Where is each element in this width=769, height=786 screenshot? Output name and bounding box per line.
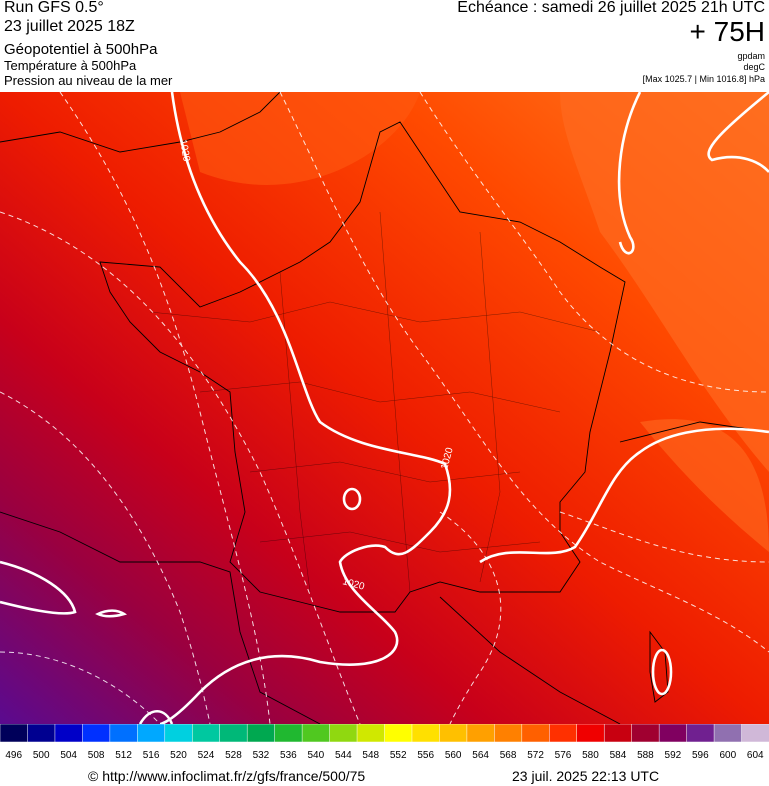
colorbar-label: 560	[445, 750, 462, 761]
warm-region	[560, 92, 769, 472]
unit-2: degC	[743, 62, 765, 72]
colorbar-label: 500	[33, 750, 50, 761]
colorbar-swatch	[631, 724, 660, 743]
colorbar-label: 552	[390, 750, 407, 761]
warm-region	[640, 419, 769, 552]
field-2: Température à 500hPa	[4, 58, 137, 73]
colorbar-swatch	[686, 724, 715, 743]
colorbar-swatch	[301, 724, 331, 743]
colorbar-swatch	[741, 724, 769, 743]
warm-region	[180, 92, 420, 185]
colorbar-label: 532	[253, 750, 270, 761]
echeance: Echéance : samedi 26 juillet 2025 21h UT…	[457, 0, 765, 16]
colorbar-label: 520	[170, 750, 187, 761]
colorbar-label: 572	[527, 750, 544, 761]
colorbar-label: 548	[362, 750, 379, 761]
run-title: Run GFS 0.5°	[4, 0, 104, 16]
colorbar-swatch	[603, 724, 633, 743]
colorbar-swatch	[411, 724, 441, 743]
colorbar-swatch	[576, 724, 605, 743]
colorbar-swatch	[137, 724, 166, 743]
unit-3: [Max 1025.7 | Min 1016.8] hPa	[642, 74, 765, 84]
lead-time: + 75H	[689, 16, 766, 47]
isotherms	[0, 92, 769, 724]
field-1: Géopotentiel à 500hPa	[4, 41, 158, 58]
colorbar-label: 568	[500, 750, 517, 761]
colorbar-swatch	[246, 724, 276, 743]
colorbar-swatch	[439, 724, 468, 743]
colorbar-swatch	[466, 724, 496, 743]
colorbar-label: 576	[555, 750, 572, 761]
colorbar-label: 584	[610, 750, 627, 761]
colorbar-swatch	[82, 724, 111, 743]
unit-1: gpdam	[737, 51, 765, 61]
colorbar-label: 580	[582, 750, 599, 761]
colorbar-swatch	[27, 724, 56, 743]
colorbar-swatch	[329, 724, 358, 743]
field-3: Pression au niveau de la mer	[4, 73, 173, 88]
colorbar-label: 544	[335, 750, 352, 761]
generated-date: 23 juil. 2025 22:13 UTC	[512, 768, 660, 784]
colorbar-swatch	[0, 724, 29, 743]
colorbar-swatch	[219, 724, 248, 743]
colorbar-swatch	[494, 724, 523, 743]
colorbar-swatch	[109, 724, 139, 743]
colorbar-label: 588	[637, 750, 654, 761]
isobars	[0, 92, 769, 724]
colorbar-label: 556	[417, 750, 434, 761]
colorbar-swatch	[54, 724, 84, 743]
colorbar-swatch	[384, 724, 413, 743]
colorbar-swatch	[356, 724, 386, 743]
departments	[149, 211, 601, 593]
map: 1020 1020 1020	[0, 92, 769, 724]
run-date: 23 juillet 2025 18Z	[4, 18, 135, 35]
colorbar-label: 524	[198, 750, 215, 761]
colorbar-label: 496	[5, 750, 22, 761]
colorbar-swatch	[192, 724, 221, 743]
colorbar-label: 508	[88, 750, 105, 761]
colorbar-label: 604	[747, 750, 764, 761]
colorbar: 496 500 504 508 512 516 520 524 528 532 536 540 544 5…	[0, 724, 769, 761]
colorbar-label: 536	[280, 750, 297, 761]
colorbar-swatch	[713, 724, 743, 743]
colorbar-label: 564	[472, 750, 489, 761]
colorbar-label: 596	[692, 750, 709, 761]
colorbar-label: 540	[307, 750, 324, 761]
colorbar-swatch	[549, 724, 578, 743]
colorbar-label: 504	[60, 750, 77, 761]
colorbar-label: 512	[115, 750, 132, 761]
colorbar-swatch	[521, 724, 551, 743]
contour-label: 1020	[177, 139, 192, 163]
colorbar-label: 592	[665, 750, 682, 761]
colorbar-swatch	[164, 724, 194, 743]
colorbar-label: 528	[225, 750, 242, 761]
colorbar-label: 516	[143, 750, 160, 761]
colorbar-swatch	[658, 724, 688, 743]
colorbar-swatch	[274, 724, 303, 743]
source-url: © http://www.infoclimat.fr/z/gfs/france/…	[88, 768, 366, 784]
colorbar-label: 600	[719, 750, 736, 761]
